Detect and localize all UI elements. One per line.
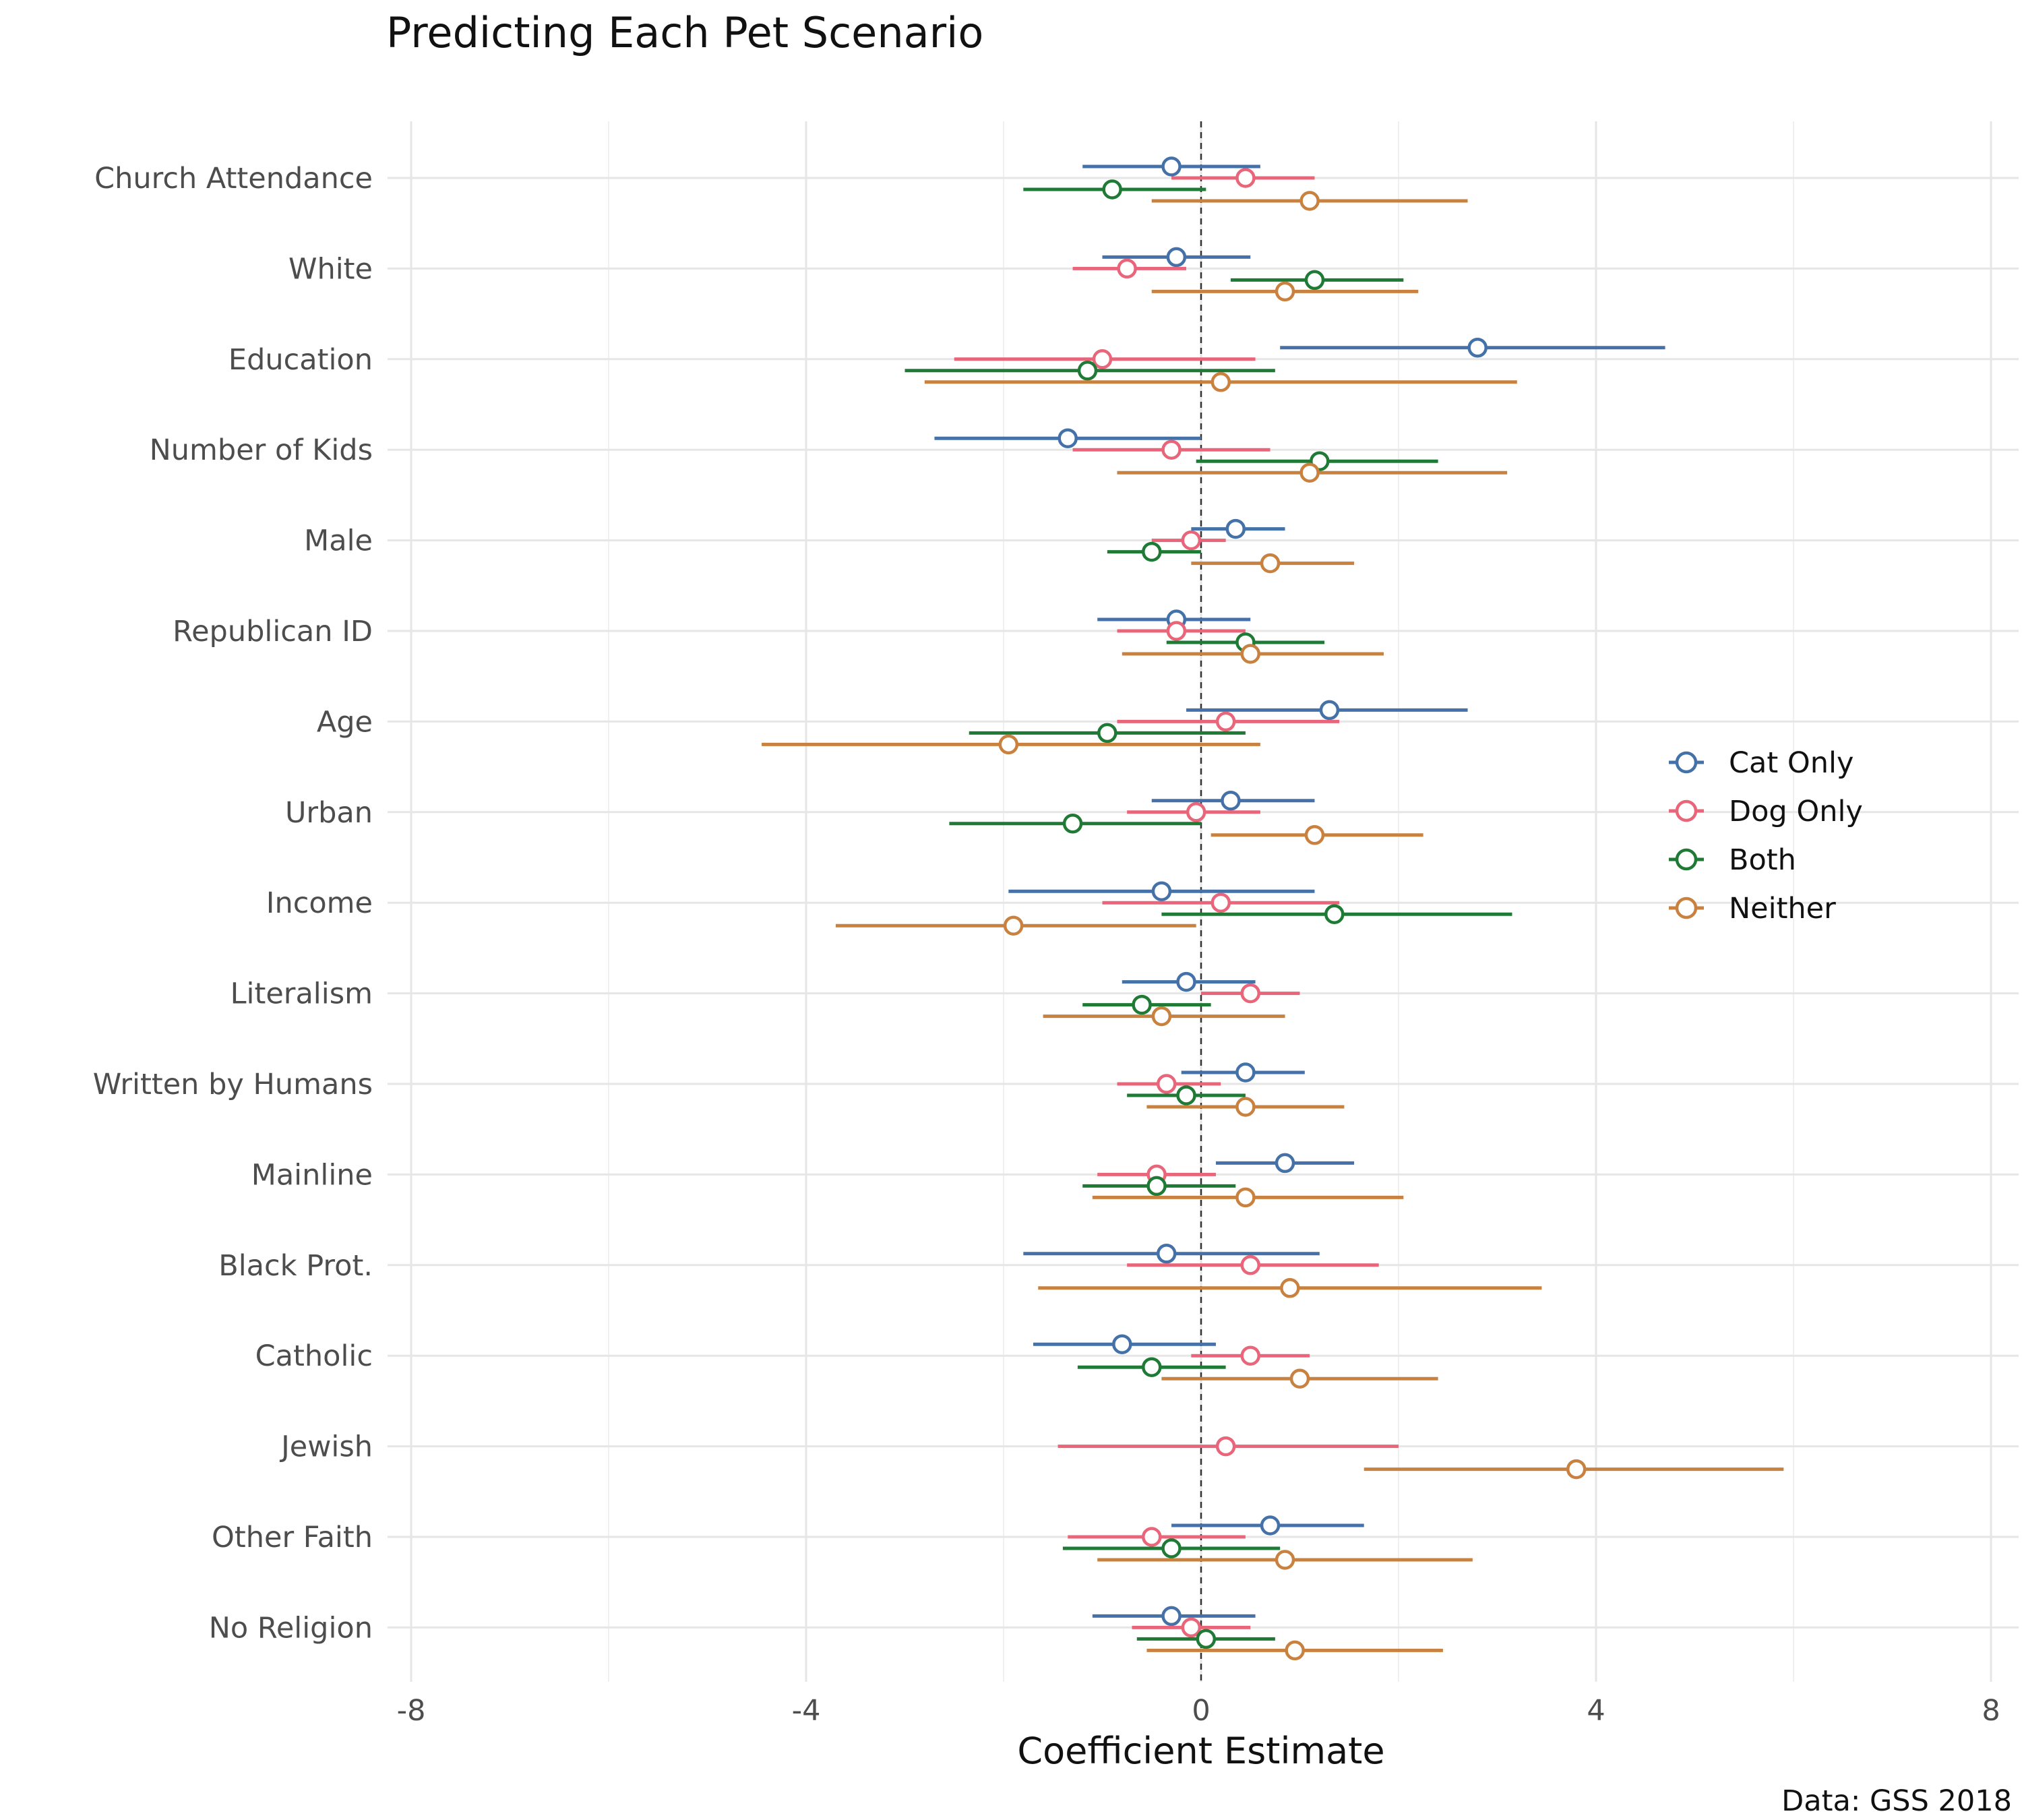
neither-point — [1299, 191, 1320, 211]
x-tick-label: 4 — [1587, 1694, 1605, 1728]
cat-only-point — [1151, 881, 1172, 901]
both-point — [1196, 1629, 1217, 1649]
x-tick-label: -8 — [397, 1694, 426, 1728]
cat-only-point — [1235, 1062, 1256, 1083]
y-tick-label: No Religion — [209, 1611, 373, 1645]
y-tick-label: Number of Kids — [150, 433, 373, 467]
neither-point — [1240, 644, 1260, 664]
dog-only-point — [1166, 621, 1187, 641]
dog-only-point — [1240, 983, 1260, 1004]
x-axis-tick-labels: -8 -4 0 4 8 — [397, 1694, 2000, 1728]
cat-only-point — [1166, 247, 1187, 268]
dog-only-point — [1181, 530, 1202, 551]
neither-point — [1566, 1459, 1587, 1480]
cat-only-point — [1058, 428, 1078, 448]
dog-only-point — [1211, 892, 1231, 913]
both-point — [1324, 904, 1345, 924]
both-point — [1176, 1085, 1196, 1105]
neither-point — [1289, 1368, 1310, 1389]
both-point — [1077, 361, 1098, 381]
x-tick-label: 0 — [1192, 1694, 1210, 1728]
y-tick-label: Black Prot. — [218, 1249, 373, 1283]
dog-only-point — [1117, 258, 1137, 279]
cat-only-point — [1161, 156, 1182, 177]
y-tick-label: Literalism — [231, 977, 373, 1011]
neither-point — [998, 734, 1019, 755]
cat-only-point — [1161, 1606, 1182, 1627]
neither-point — [1235, 1097, 1256, 1117]
y-tick-label: Education — [228, 343, 373, 377]
y-tick-label: Age — [317, 705, 373, 739]
dog-only-point — [1181, 1617, 1202, 1638]
neither-point — [1235, 1187, 1256, 1208]
cat-only-point — [1260, 1515, 1281, 1536]
legend-label: Both — [1729, 843, 1796, 877]
data-marks — [762, 156, 1784, 1661]
y-tick-label: Jewish — [279, 1430, 373, 1464]
y-tick-label: White — [288, 252, 373, 286]
neither-point — [1299, 462, 1320, 483]
dog-only-point — [1240, 1255, 1260, 1275]
x-axis-title: Coefficient Estimate — [1017, 1730, 1384, 1772]
both-point — [1161, 1538, 1182, 1558]
legend-key-point — [1675, 848, 1698, 871]
y-tick-label: Income — [266, 886, 373, 920]
legend-label: Neither — [1729, 892, 1836, 926]
x-tick-label: -4 — [792, 1694, 821, 1728]
cat-only-point — [1176, 971, 1196, 992]
both-point — [1146, 1176, 1167, 1196]
dog-only-point — [1215, 1436, 1236, 1457]
both-point — [1102, 179, 1122, 200]
cat-only-point — [1275, 1153, 1295, 1174]
cat-only-point — [1156, 1244, 1177, 1264]
neither-point — [1003, 915, 1024, 936]
legend: Cat Only Dog Only Both Neither — [1669, 746, 1863, 926]
dog-only-point — [1215, 711, 1236, 732]
neither-point — [1151, 1006, 1172, 1027]
legend-label: Cat Only — [1729, 746, 1854, 780]
both-point — [1097, 723, 1117, 744]
y-axis-labels: Church Attendance White Education Number of… — [93, 162, 373, 1645]
y-tick-label: Male — [304, 524, 373, 558]
cat-only-point — [1319, 700, 1340, 721]
both-point — [1142, 541, 1162, 562]
legend-key-point — [1675, 897, 1698, 919]
y-tick-label: Written by Humans — [93, 1068, 373, 1101]
both-point — [1142, 1357, 1162, 1377]
cat-only-point — [1221, 791, 1241, 811]
legend-key-point — [1675, 799, 1698, 822]
neither-point — [1275, 281, 1295, 302]
cat-only-point — [1225, 518, 1246, 539]
dog-only-point — [1235, 168, 1256, 188]
neither-point — [1211, 372, 1231, 392]
y-tick-label: Mainline — [251, 1158, 373, 1192]
y-tick-label: Republican ID — [173, 615, 373, 648]
dog-only-point — [1156, 1074, 1177, 1094]
legend-key-point — [1675, 751, 1698, 774]
neither-point — [1304, 825, 1325, 845]
dog-only-point — [1240, 1345, 1260, 1366]
cat-only-point — [1467, 338, 1488, 358]
both-point — [1132, 994, 1152, 1015]
y-tick-label: Church Attendance — [94, 162, 373, 195]
neither-point — [1275, 1550, 1295, 1570]
neither-point — [1260, 553, 1281, 574]
caption: Data: GSS 2018 — [1781, 1784, 2012, 1818]
chart-title: Predicting Each Pet Scenario — [386, 8, 983, 57]
both-point — [1304, 270, 1325, 291]
cat-only-point — [1112, 1334, 1132, 1354]
y-tick-label: Other Faith — [212, 1521, 373, 1554]
neither-point — [1280, 1278, 1300, 1298]
y-tick-label: Catholic — [255, 1339, 373, 1373]
both-point — [1062, 814, 1083, 834]
legend-label: Dog Only — [1729, 795, 1863, 828]
dog-only-point — [1186, 802, 1206, 822]
dog-only-point — [1161, 439, 1182, 460]
dog-only-point — [1142, 1527, 1162, 1547]
x-tick-label: 8 — [1982, 1694, 2000, 1728]
neither-point — [1285, 1640, 1305, 1661]
y-tick-label: Urban — [285, 796, 373, 830]
dog-only-point — [1092, 349, 1113, 369]
